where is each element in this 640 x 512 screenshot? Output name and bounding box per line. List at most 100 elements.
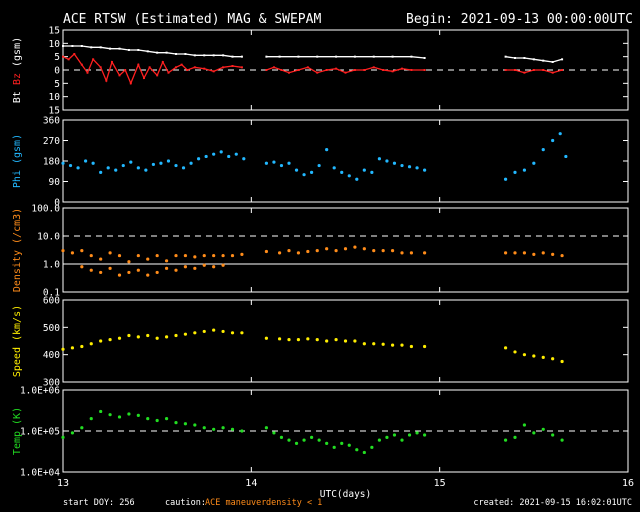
x-tick-label: 14 — [245, 478, 257, 489]
bz-point — [92, 58, 95, 61]
bz-point — [142, 77, 145, 79]
phi-point — [61, 161, 65, 165]
phi-point — [423, 168, 427, 172]
bt-point — [212, 54, 215, 57]
speed-point — [343, 339, 348, 343]
bz-point — [316, 71, 319, 74]
temp-point — [164, 417, 169, 421]
bt-point — [80, 45, 83, 47]
bz-point — [325, 69, 328, 71]
phi-point — [151, 162, 155, 167]
temp-point — [513, 435, 517, 439]
temp-point — [127, 412, 131, 416]
bz-point — [551, 71, 554, 74]
temp-point — [560, 438, 564, 442]
bt-point — [127, 49, 130, 51]
temp-point — [80, 426, 84, 430]
phi-point — [166, 159, 171, 163]
density-point — [164, 259, 169, 263]
speed-point — [164, 335, 169, 339]
bz-line — [62, 53, 242, 86]
phi-point — [385, 159, 389, 163]
phi-point — [541, 148, 545, 152]
begin-timestamp: Begin: 2021-09-13 00:00:00UTC — [406, 12, 633, 27]
density-low-point — [174, 268, 178, 272]
phi-point — [513, 170, 517, 174]
phi-point — [362, 168, 366, 172]
speed-point — [193, 331, 197, 335]
bt-line — [63, 45, 242, 58]
temp-point — [264, 426, 268, 430]
chart-title: ACE RTSW (Estimated) MAG & SWEPAM — [63, 12, 322, 27]
speed-point — [334, 338, 338, 342]
phi-point — [287, 161, 291, 165]
density-ytick-label: 1.0 — [43, 260, 60, 271]
bt-point — [561, 58, 564, 61]
density-point — [127, 260, 131, 264]
bz-point — [272, 66, 275, 69]
temp-point — [174, 421, 178, 425]
density-point — [80, 249, 84, 253]
density-low-point — [146, 273, 150, 277]
bz-point — [212, 70, 215, 73]
density-point — [325, 247, 329, 251]
bt-point — [71, 45, 74, 47]
phi-ytick-label: 360 — [43, 116, 60, 127]
bt-point — [240, 55, 243, 58]
temperature-ytick-label: 1.0E+05 — [20, 427, 60, 438]
bt-point — [184, 53, 187, 55]
bt-point — [523, 57, 526, 59]
magnetic-field-ytick-label: 5 — [54, 79, 60, 90]
bt-point — [118, 47, 121, 50]
temp-point — [230, 427, 235, 431]
bz-point — [363, 69, 366, 71]
phi-point — [189, 161, 193, 165]
temp-point — [136, 413, 140, 418]
bz-point — [161, 61, 164, 63]
phi-point — [370, 170, 374, 174]
bt-point — [137, 49, 140, 51]
phi-point — [91, 161, 95, 165]
speed-point — [390, 343, 395, 347]
temp-point — [392, 433, 397, 437]
phi-point — [522, 168, 527, 172]
phi-ytick-label: 90 — [49, 177, 61, 188]
temp-point — [385, 435, 389, 439]
phi-point — [136, 166, 140, 170]
bz-point — [67, 58, 70, 61]
bt-point — [222, 54, 225, 57]
density-point — [362, 247, 366, 251]
temp-point — [99, 409, 103, 414]
bt-point — [90, 46, 93, 49]
speed-point — [409, 344, 414, 349]
density-low-point — [212, 265, 216, 269]
caution-label: caution: — [165, 498, 206, 508]
density-point — [136, 253, 140, 258]
bt-point — [410, 55, 413, 58]
temp-point — [193, 423, 197, 427]
magnetic-field-ylabel-part: Bz — [12, 73, 23, 91]
temp-point — [522, 423, 527, 427]
phi-point — [106, 166, 110, 170]
temp-point — [340, 441, 344, 445]
temp-point — [325, 441, 329, 445]
speed-point — [183, 332, 188, 336]
speed-ylabel: Speed (km/s) — [12, 305, 23, 377]
magnetic-field-ytick-label: 15 — [49, 26, 60, 37]
density-point — [423, 251, 427, 255]
bz-point — [118, 74, 121, 77]
phi-point — [159, 161, 163, 165]
bz-point — [137, 63, 140, 66]
speed-point — [287, 338, 291, 342]
temp-point — [146, 417, 150, 421]
speed-ytick-label: 300 — [43, 378, 60, 389]
phi-point — [264, 161, 268, 165]
density-point — [146, 257, 150, 261]
temperature-ylabel: Temp (K) — [12, 407, 23, 455]
phi-frame — [62, 119, 629, 203]
density-point — [240, 252, 244, 257]
phi-point — [219, 150, 223, 154]
density-point — [532, 252, 536, 257]
temp-point — [377, 438, 381, 442]
phi-point — [317, 163, 321, 168]
